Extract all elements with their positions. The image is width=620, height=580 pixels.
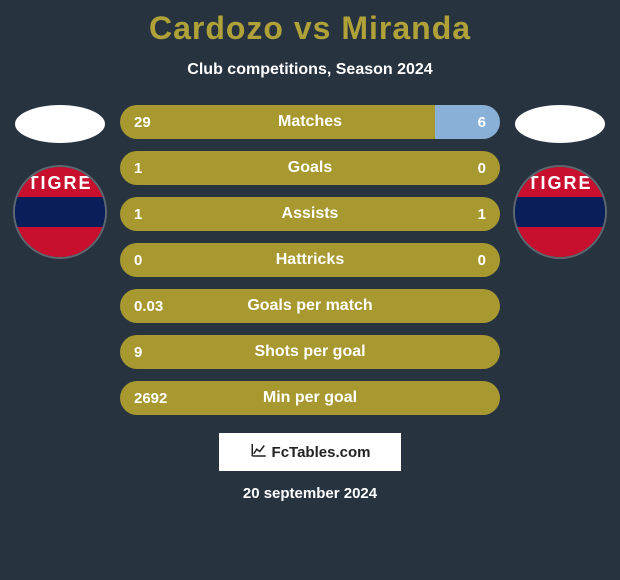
club-badge-left: TIGRE [13, 165, 107, 259]
badge-band-mid [515, 197, 605, 227]
page-subtitle: Club competitions, Season 2024 [187, 61, 432, 79]
stats-list: 296Matches 10Goals 11Assists 00Hattricks 0.0… [120, 105, 500, 415]
stat-bar-segment-left [120, 381, 500, 415]
badge-band-bot [15, 227, 105, 257]
date-text: 20 september 2024 [243, 485, 377, 502]
left-player-column: TIGRE [0, 105, 120, 259]
player-head-placeholder-right [515, 105, 605, 143]
brand-logo[interactable]: FcTables.com [219, 433, 401, 471]
stat-bar-segment-left [120, 335, 500, 369]
stat-bar-segment-left [120, 243, 500, 277]
brand-text: FcTables.com [272, 444, 371, 461]
club-badge-right: TIGRE [513, 165, 607, 259]
stat-bar-segment-right [435, 105, 500, 139]
stat-bar: 2692Min per goal [120, 381, 500, 415]
stat-bar: 00Hattricks [120, 243, 500, 277]
stat-bar-segment-left [120, 105, 435, 139]
stat-bar-segment-left [120, 197, 500, 231]
main-row: TIGRE 296Matches 10Goals 11Assists 00Hattri… [0, 105, 620, 415]
page-title: Cardozo vs Miranda [149, 10, 471, 47]
stat-bar-segment-left [120, 289, 500, 323]
badge-band-bot [515, 227, 605, 257]
stat-bar: 296Matches [120, 105, 500, 139]
badge-text-right: TIGRE [515, 173, 605, 194]
right-player-column: TIGRE [500, 105, 620, 259]
stat-bar: 9Shots per goal [120, 335, 500, 369]
badge-band-mid [15, 197, 105, 227]
comparison-card: Cardozo vs Miranda Club competitions, Se… [0, 0, 620, 580]
badge-text-left: TIGRE [15, 173, 105, 194]
stat-bar: 10Goals [120, 151, 500, 185]
stat-bar-segment-left [120, 151, 500, 185]
chart-icon [250, 441, 268, 463]
player-head-placeholder-left [15, 105, 105, 143]
stat-bar: 0.03Goals per match [120, 289, 500, 323]
stat-bar: 11Assists [120, 197, 500, 231]
